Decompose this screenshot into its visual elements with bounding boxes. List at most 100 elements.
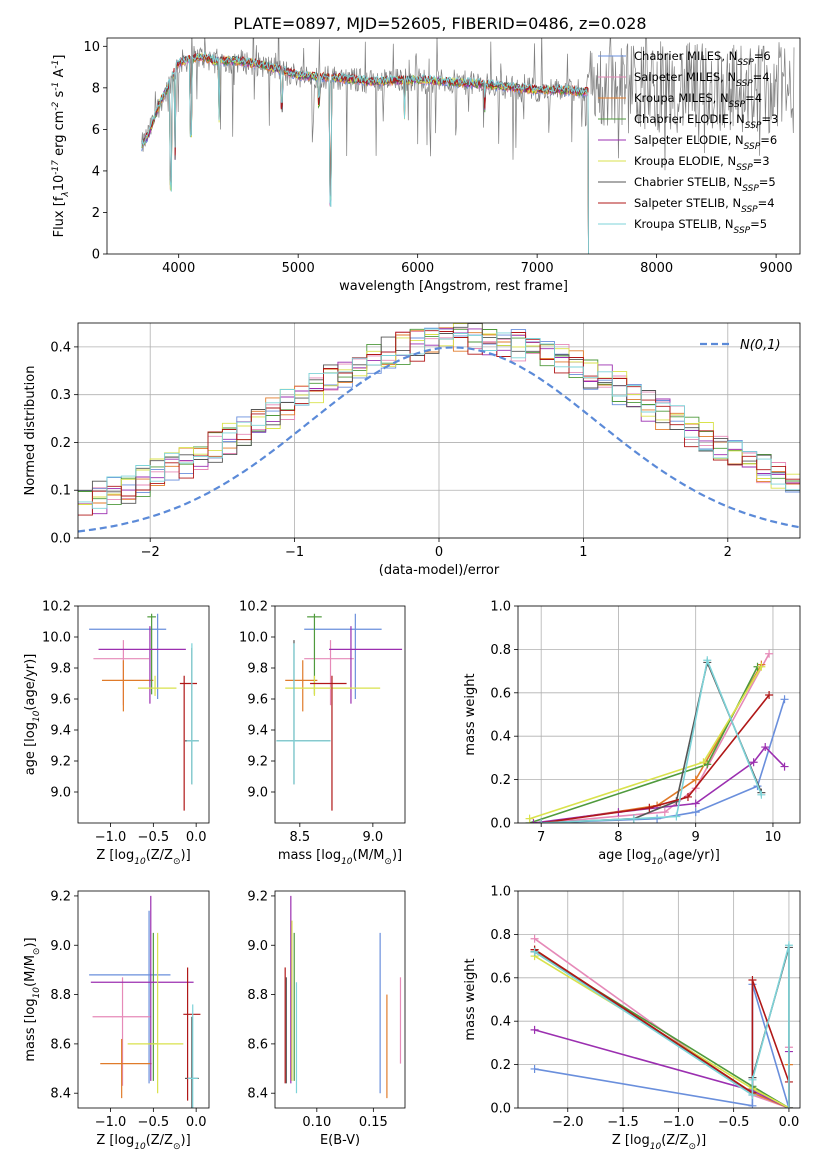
- y-tick-label: 8.4: [50, 1087, 71, 1102]
- series-marker: [761, 743, 770, 752]
- mass_vs_Z-axes: −1.0 −0.5 0.0 8.4 8.6 8.8 9.0 9.2 Z [log10(Z/Z⊙)…: [23, 889, 210, 1152]
- model-spectrum-7: [141, 52, 589, 254]
- x-tick-label: 10: [765, 830, 782, 845]
- mass_weight_vs_Z-frame: [517, 890, 801, 1109]
- y-tick-label: 2: [92, 206, 100, 221]
- y-tick-label: 9.4: [50, 724, 71, 739]
- x-axis-label: (data-model)/error: [379, 563, 500, 578]
- legend-entry: Kroupa ELODIE, NSSP=3: [634, 154, 770, 173]
- mass-weight-series-5: [530, 952, 793, 1108]
- age_vs_mass-plot-area: [276, 613, 403, 811]
- x-axis-label: Z [log10(Z/Z⊙)]: [612, 1133, 706, 1152]
- mass_vs_Z-plot-area: [89, 895, 201, 1108]
- age_vs_Z-frame: [77, 605, 210, 824]
- residual-histogram-6: [78, 323, 800, 504]
- errorbar-point: [127, 932, 184, 1094]
- x-axis-label: Z [log10(Z/Z⊙)]: [96, 1133, 190, 1152]
- mass_vs_EBV-axes: 0.10 0.15 8.4 8.6 8.8 9.0 9.2 E(B-V): [247, 889, 406, 1148]
- errorbar-point: [329, 626, 403, 704]
- x-tick-label: 2: [724, 545, 732, 560]
- series-marker: [691, 775, 700, 784]
- model-spectrum-4: [141, 53, 589, 254]
- series-marker: [703, 656, 712, 665]
- errorbar-point: [304, 640, 354, 706]
- mass-weight-series-1: [537, 649, 774, 823]
- series-marker: [691, 799, 700, 808]
- series-marker: [757, 790, 766, 799]
- legend-entry: Salpeter STELIB, NSSP=4: [634, 196, 775, 215]
- y-tick-label: 0.8: [490, 928, 511, 943]
- y-tick-label: 9.2: [247, 889, 268, 904]
- y-tick-label: 6: [92, 123, 100, 138]
- x-tick-label: −1.0: [663, 1115, 695, 1130]
- y-tick-label: 9.0: [247, 786, 268, 801]
- y-tick-label: 0.0: [490, 817, 511, 832]
- y-tick-label: 4: [92, 164, 100, 179]
- series-line: [534, 947, 790, 1108]
- errorbar-point: [310, 675, 347, 811]
- x-tick-label: −0.5: [138, 1115, 170, 1130]
- model-spectrum-2: [141, 54, 589, 254]
- mass_vs_Z-frame: [77, 890, 210, 1109]
- series-marker: [530, 1025, 539, 1034]
- errorbar-point: [285, 675, 381, 696]
- x-axis-label: Z [log10(Z/Z⊙)]: [96, 848, 190, 867]
- mass-weight-series-5: [525, 662, 766, 823]
- legend-entry: Chabrier MILES, NSSP=6: [634, 49, 771, 68]
- y-tick-label: 9.8: [50, 662, 71, 677]
- series-marker: [780, 762, 789, 771]
- residual-histogram-8: [78, 328, 800, 509]
- mass_weight_vs_Z-axes: −2.0 −1.5 −1.0 −0.5 0.0 0.0 0.2 0.4 0.6 0.8 1.0 Z […: [463, 885, 801, 1152]
- y-axis-label: mass [log10(M/M⊙)]: [23, 937, 42, 1061]
- series-marker: [765, 690, 774, 699]
- residuals-axes: −2 −1 0 1 2 0.0 0.1 0.2 0.3 0.4 (data-model)/error…: [23, 322, 801, 578]
- mass-weight-series-8: [530, 941, 793, 1108]
- x-axis-label: age [log10(age/yr)]: [598, 848, 720, 867]
- mass_vs_EBV-frame: [274, 890, 406, 1109]
- x-axis-label: E(B-V): [320, 1133, 360, 1148]
- x-tick-label: 8.5: [289, 830, 310, 845]
- legend-entry: Kroupa STELIB, NSSP=5: [634, 217, 767, 236]
- mass_weight_vs_Z-plot-area: [530, 934, 793, 1108]
- y-tick-label: 0: [92, 248, 100, 263]
- y-tick-label: 0.2: [50, 436, 71, 451]
- model-spectrum-3: [141, 54, 589, 254]
- normal-reference-curve: [78, 346, 800, 533]
- errorbar-point: [187, 1004, 198, 1108]
- legend-entry: Salpeter MILES, NSSP=4: [634, 70, 770, 89]
- series-marker: [748, 1101, 757, 1108]
- errorbar-point: [89, 613, 167, 699]
- y-tick-label: 9.2: [50, 755, 71, 770]
- spectrum-axes: 4000 5000 6000 7000 8000 9000 0 2 4 6 8 10 wavelengt…: [51, 37, 801, 294]
- x-tick-label: 9: [692, 830, 700, 845]
- y-axis-label: Flux [fλ10-17 erg cm-2 s-1 A-1]: [51, 55, 71, 238]
- y-tick-label: 0.6: [490, 686, 511, 701]
- x-tick-label: 0: [435, 545, 443, 560]
- residuals-legend: N(0,1): [700, 338, 781, 353]
- y-tick-label: 10.2: [239, 600, 268, 615]
- model-spectrum-0: [141, 55, 589, 254]
- x-tick-label: 9.0: [363, 830, 384, 845]
- x-tick-label: 8: [614, 830, 622, 845]
- x-tick-label: 9000: [760, 261, 793, 276]
- mass_vs_EBV-plot-area: [284, 895, 402, 1099]
- y-tick-label: 0.1: [50, 484, 71, 499]
- y-tick-label: 0.8: [490, 643, 511, 658]
- errorbar-point: [179, 675, 198, 811]
- errorbar-point: [101, 660, 154, 712]
- y-tick-label: 9.2: [50, 889, 71, 904]
- y-tick-label: 9.6: [50, 693, 71, 708]
- y-tick-label: 8.8: [247, 988, 268, 1003]
- series-marker: [748, 1075, 757, 1084]
- age_vs_Z-plot-area: [89, 613, 199, 811]
- x-tick-label: 0.10: [302, 1115, 331, 1130]
- series-marker: [749, 758, 758, 767]
- y-tick-label: 1.0: [490, 885, 511, 900]
- page-title: PLATE=0897, MJD=52605, FIBERID=0486, z=0…: [233, 14, 646, 33]
- y-tick-label: 0.4: [50, 340, 71, 355]
- age_vs_mass-frame: [274, 605, 406, 824]
- y-tick-label: 9.2: [247, 755, 268, 770]
- legend-entry: Chabrier STELIB, NSSP=5: [634, 175, 776, 194]
- series-marker: [784, 941, 793, 950]
